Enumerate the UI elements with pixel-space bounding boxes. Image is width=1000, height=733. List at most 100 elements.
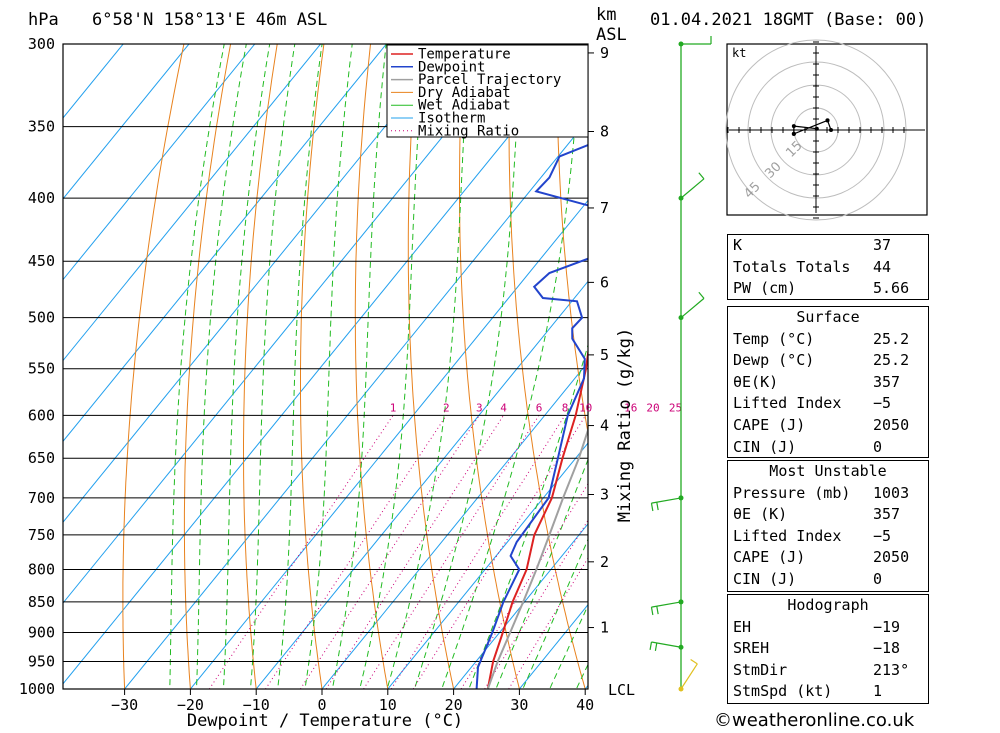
pressure-tick-label: 450 — [28, 252, 55, 270]
mixing-ratio-line — [390, 415, 566, 689]
mixing-ratio-labels: 1 2 3 4 6 8 10 16 20 25 — [390, 401, 682, 414]
wet-adiabat-line — [195, 44, 247, 689]
stat-value: 0 — [873, 569, 883, 588]
pressure-tick-label: 500 — [28, 309, 55, 327]
wind-barb — [650, 601, 682, 616]
stat-value: 213° — [873, 660, 910, 679]
profiles — [475, 120, 588, 689]
x-tick-label: 10 — [379, 696, 397, 714]
mixing-ratio-label: 20 — [646, 401, 659, 414]
stat-row: StmSpd (kt) 1 — [728, 681, 928, 703]
km-tick-label: 5 — [600, 346, 609, 364]
isotherm-line — [387, 442, 588, 689]
stat-row: StmDir 213° — [728, 660, 928, 682]
x-tick-label: −30 — [111, 696, 138, 714]
location-title: 6°58'N 158°13'E 46m ASL — [92, 10, 327, 30]
wet-adiabat-line — [441, 44, 582, 689]
legend-box — [386, 44, 589, 138]
x-tick-label: 0 — [317, 696, 326, 714]
km-tick-label: 8 — [600, 123, 609, 141]
isotherm-line — [63, 44, 190, 200]
most-unstable-box: Most Unstable Pressure (mb) 1003 θE (K) 357… — [727, 460, 929, 592]
wet-adiabat-line — [249, 44, 296, 689]
hodograph-unit-label: kt — [732, 46, 746, 60]
pressure-tick-label: 300 — [28, 35, 55, 53]
stat-value: 1003 — [873, 483, 910, 502]
stat-label: Pressure (mb) — [733, 483, 851, 502]
mixing-ratio-label: 4 — [500, 401, 507, 414]
stat-value: 0 — [873, 437, 883, 456]
stat-value: 357 — [873, 372, 901, 391]
mixing-ratio-line — [412, 415, 587, 689]
x-tick-label: −20 — [177, 696, 204, 714]
legend-entry: Mixing Ratio — [418, 123, 519, 139]
dry-adiabat-line — [300, 44, 325, 689]
legend-entry: Dry Adiabat — [418, 85, 511, 101]
mixing-ratio-label: 6 — [536, 401, 543, 414]
most-unstable-title: Most Unstable — [769, 462, 887, 480]
stat-label: SREH — [733, 639, 770, 658]
stat-row: θE (K) 357 — [728, 504, 928, 526]
dry-adiabat-line — [243, 44, 278, 689]
dry-adiabat-line — [508, 44, 586, 689]
stat-value: 2050 — [873, 415, 910, 434]
pressure-tick-label: 1000 — [19, 680, 55, 698]
isotherm-line — [63, 44, 256, 281]
hodograph-point — [829, 128, 833, 132]
x-axis-label: Dewpoint / Temperature (°C) — [187, 711, 463, 731]
wet-adiabat-line — [331, 44, 387, 689]
isotherm-line — [63, 44, 453, 523]
stat-label: K — [733, 236, 743, 254]
wet-adiabat-line — [386, 44, 470, 689]
wet-adiabat-line — [495, 458, 588, 689]
stat-row: K 37 — [728, 235, 928, 257]
legend-entry: Wet Adiabat — [418, 98, 511, 114]
legend-entry: Parcel Trajectory — [418, 72, 561, 88]
asl-label: ASL — [596, 25, 627, 45]
stat-label: Dewp (°C) — [733, 351, 815, 370]
datetime-title: 01.04.2021 18GMT (Base: 00) — [650, 10, 926, 30]
wet-adiabat-line — [359, 44, 426, 689]
pressure-tick-label: 700 — [28, 489, 55, 507]
pressure-tick-label: 750 — [28, 526, 55, 544]
km-label: km — [596, 5, 616, 25]
stat-row: CAPE (J) 2050 — [728, 415, 928, 437]
wind-barb — [681, 36, 712, 45]
wind-barb — [649, 641, 682, 651]
stat-row: θE(K) 357 — [728, 372, 928, 394]
stat-label: Temp (°C) — [733, 329, 815, 348]
stat-row: CIN (J) 0 — [728, 437, 928, 459]
stat-label: CAPE (J) — [733, 415, 806, 434]
stat-value: −19 — [873, 617, 901, 636]
stat-label: EH — [733, 617, 752, 636]
mixing-ratio-label: 1 — [390, 401, 397, 414]
stat-row: Dewp (°C) 25.2 — [728, 350, 928, 372]
stat-label: CIN (J) — [733, 569, 797, 588]
km-tick-label: 3 — [600, 486, 609, 504]
stat-value: 5.66 — [873, 279, 910, 298]
dry-adiabat-line — [556, 44, 588, 436]
wet-adiabat-line — [277, 44, 323, 689]
stat-label: CAPE (J) — [733, 548, 806, 567]
mixing-ratio-label: 3 — [476, 401, 483, 414]
km-tick-label: 6 — [600, 273, 609, 291]
indices-box: K 37 Totals Totals 44 PW (cm) 5.66 — [727, 234, 929, 300]
stat-row: CIN (J) 0 — [728, 569, 928, 591]
wet-adiabat-line — [413, 44, 522, 689]
pressure-tick-label: 350 — [28, 118, 55, 136]
dewpoint-profile — [475, 120, 588, 689]
isotherm-line — [189, 199, 588, 689]
stat-value: −5 — [873, 394, 892, 413]
stat-value: 25.2 — [873, 351, 910, 370]
stat-value: −5 — [873, 526, 892, 545]
dry-adiabat-line — [407, 44, 455, 689]
surface-title: Surface — [796, 308, 860, 326]
stat-label: Totals Totals — [733, 257, 851, 276]
stat-value: 25.2 — [873, 329, 910, 348]
stat-label: θE(K) — [733, 372, 779, 391]
pressure-tick-label: 600 — [28, 406, 55, 424]
x-tick-label: 30 — [510, 696, 528, 714]
wet-adiabat-line — [222, 44, 271, 689]
